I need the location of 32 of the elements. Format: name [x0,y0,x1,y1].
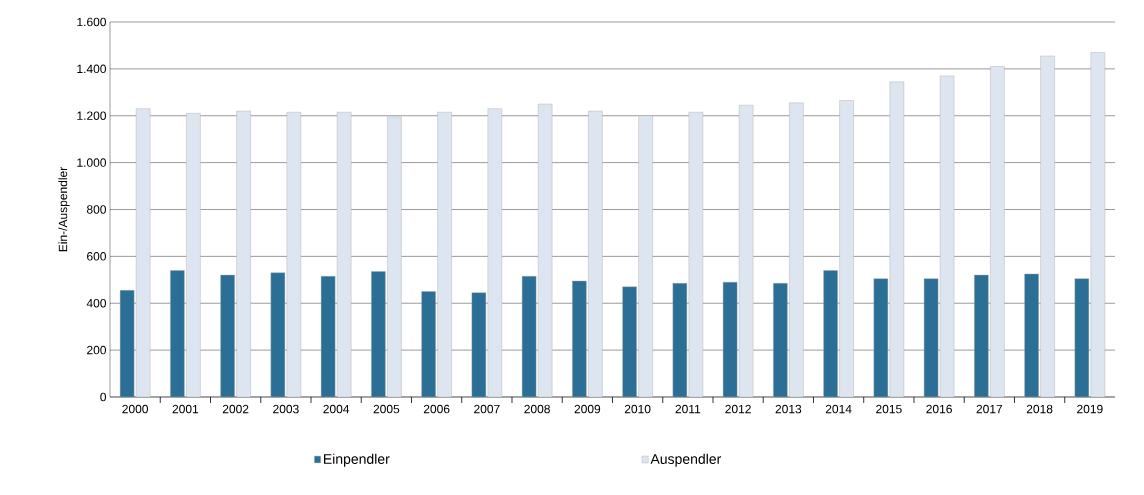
x-tick-label: 2017 [976,404,1003,414]
legend-label: Auspendler [650,453,722,467]
x-tick-label: 2010 [624,404,651,414]
x-tick-label: 2001 [172,404,199,414]
x-tick-label: 2014 [825,404,852,414]
x-tick-label: 2015 [876,404,902,414]
y-tick-label: 1.000 [77,158,107,167]
y-tick-label: 1.600 [77,17,107,27]
x-tick-label: 2007 [474,404,500,414]
legend-label: Einpendler [324,453,390,467]
x-tick-label: 2006 [423,404,450,414]
x-tick-label: 2016 [926,404,952,414]
x-tick-label: 2005 [373,404,400,414]
y-tick-label: 200 [87,345,107,355]
x-tick-label: 2019 [1077,404,1103,414]
y-axis-title: Ein-/Auspendler [58,167,70,252]
x-tick-label: 2011 [675,404,701,414]
x-tick-label: 2004 [323,404,350,414]
y-tick-label: 1.200 [77,111,107,120]
y-tick-label: 600 [87,252,107,261]
y-tick-label: 800 [86,205,107,214]
x-tick-label: 2009 [574,404,601,414]
x-tick-label: 2000 [122,404,149,414]
y-tick-label: 400 [86,299,107,308]
x-tick-label: 2012 [725,404,751,414]
x-tick-label: 2013 [775,404,802,414]
y-tick-label: 0 [100,392,107,402]
x-tick-label: 2018 [1026,404,1053,414]
x-tick-label: 2003 [273,404,299,414]
x-tick-label: 2008 [524,404,550,414]
x-tick-label: 2002 [222,404,249,414]
y-tick-label: 1.400 [77,64,107,74]
